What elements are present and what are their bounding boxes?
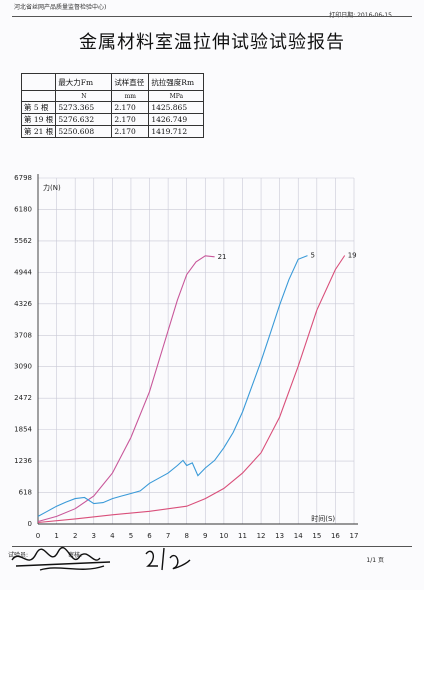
x-tick-label: 6	[147, 532, 152, 540]
signature-image	[11, 546, 191, 571]
table-cell: 2.170	[111, 113, 150, 126]
y-axis-label: 力(N)	[43, 183, 61, 192]
table-cell: 1425.865	[148, 101, 205, 114]
tester-signature	[11, 546, 111, 571]
y-tick-label: 1236	[14, 457, 32, 465]
y-tick-label: 4326	[14, 300, 32, 308]
table-row: 第 5 根 5273.365 2.170 1425.865	[20, 101, 205, 114]
table-cell: 2.170	[111, 101, 150, 114]
print-date: 打印日期: 2016-06-15	[329, 12, 392, 19]
x-tick-label: 1	[54, 532, 58, 540]
series-label-19: 19	[348, 251, 357, 259]
x-tick-label: 10	[219, 532, 228, 540]
table-header-cell: 最大力Fm	[55, 73, 113, 91]
table-header-row: 最大力Fm 试样直径 抗拉强度Rm	[20, 73, 205, 91]
y-tick-label: 0	[28, 520, 32, 528]
x-tick-label: 17	[350, 532, 359, 540]
table-header-cell: 试样直径	[111, 73, 150, 91]
y-tick-label: 5562	[14, 237, 32, 245]
y-tick-label: 3708	[14, 331, 32, 339]
table-cell: 第 21 根	[20, 125, 57, 138]
table-row: 第 19 根 5276.632 2.170 1426.749	[20, 113, 205, 126]
table-cell: 1426.749	[148, 113, 205, 126]
report-title: 金属材料室温拉伸试验试验报告	[79, 32, 345, 53]
x-tick-label: 14	[294, 532, 303, 540]
series-line-5	[37, 255, 308, 517]
reviewer-label: 审核:	[68, 552, 83, 559]
x-tick-label: 4	[110, 532, 115, 540]
reviewer-signature	[145, 547, 191, 571]
x-tick-label: 3	[92, 532, 96, 540]
x-tick-label: 11	[238, 532, 247, 540]
y-tick-label: 2472	[14, 394, 32, 402]
x-tick-label: 12	[257, 532, 266, 540]
x-tick-label: 5	[129, 532, 133, 540]
table-unit-cell	[20, 90, 57, 102]
results-table: 最大力Fm 试样直径 抗拉强度Rm N mm MPa 第 5 根 5273.36…	[20, 73, 205, 138]
table-cell: 2.170	[111, 125, 150, 138]
x-axis-label: 时间(S)	[311, 514, 335, 523]
series-label-5: 5	[311, 252, 315, 260]
table-cell: 5276.632	[55, 113, 113, 126]
table-header-cell	[20, 73, 57, 91]
table-cell: 1419.712	[148, 125, 205, 138]
table-cell: 5250.608	[55, 125, 113, 138]
header-divider	[12, 16, 412, 17]
x-tick-label: 9	[203, 532, 207, 540]
y-tick-label: 618	[19, 489, 32, 497]
table-unit-row: N mm MPa	[20, 90, 205, 102]
table-header-cell: 抗拉强度Rm	[148, 73, 205, 91]
series-line-21	[37, 255, 215, 523]
x-tick-label: 2	[73, 532, 77, 540]
x-tick-label: 0	[36, 532, 40, 540]
footer-divider	[12, 546, 412, 547]
table-unit-cell: mm	[111, 90, 150, 102]
y-tick-label: 6180	[14, 205, 32, 213]
table-unit-cell: N	[55, 90, 113, 102]
series-label-21: 21	[218, 253, 227, 261]
table-unit-cell: MPa	[148, 90, 205, 102]
table-cell: 5273.365	[55, 101, 113, 114]
x-tick-label: 8	[184, 532, 188, 540]
table-row: 第 21 根 5250.608 2.170 1419.712	[20, 125, 205, 138]
series-line-19	[37, 255, 346, 524]
header-org: 河北省丝网产品质量监督检验中心)	[14, 4, 107, 11]
tester-label: 试验员:	[8, 552, 29, 559]
table-cell: 第 19 根	[20, 113, 57, 126]
page-number: 1/1 页	[366, 557, 384, 564]
x-tick-label: 7	[166, 532, 170, 540]
x-tick-label: 15	[312, 532, 321, 540]
y-tick-label: 1854	[14, 426, 32, 434]
x-tick-label: 16	[331, 532, 340, 540]
force-time-chart: 0 1 2 3 4 5 6 7 8 9 10 11 12 13 14 15 16 1706181236185424…	[14, 174, 359, 540]
y-tick-label: 3090	[14, 363, 32, 371]
y-tick-label: 4944	[14, 268, 32, 276]
report-sheet: 河北省丝网产品质量监督检验中心) 打印日期: 2016-06-15 金属材料室温…	[8, 4, 412, 571]
y-tick-label: 6798	[14, 174, 32, 182]
table-cell: 第 5 根	[20, 101, 57, 114]
x-tick-label: 13	[275, 532, 284, 540]
